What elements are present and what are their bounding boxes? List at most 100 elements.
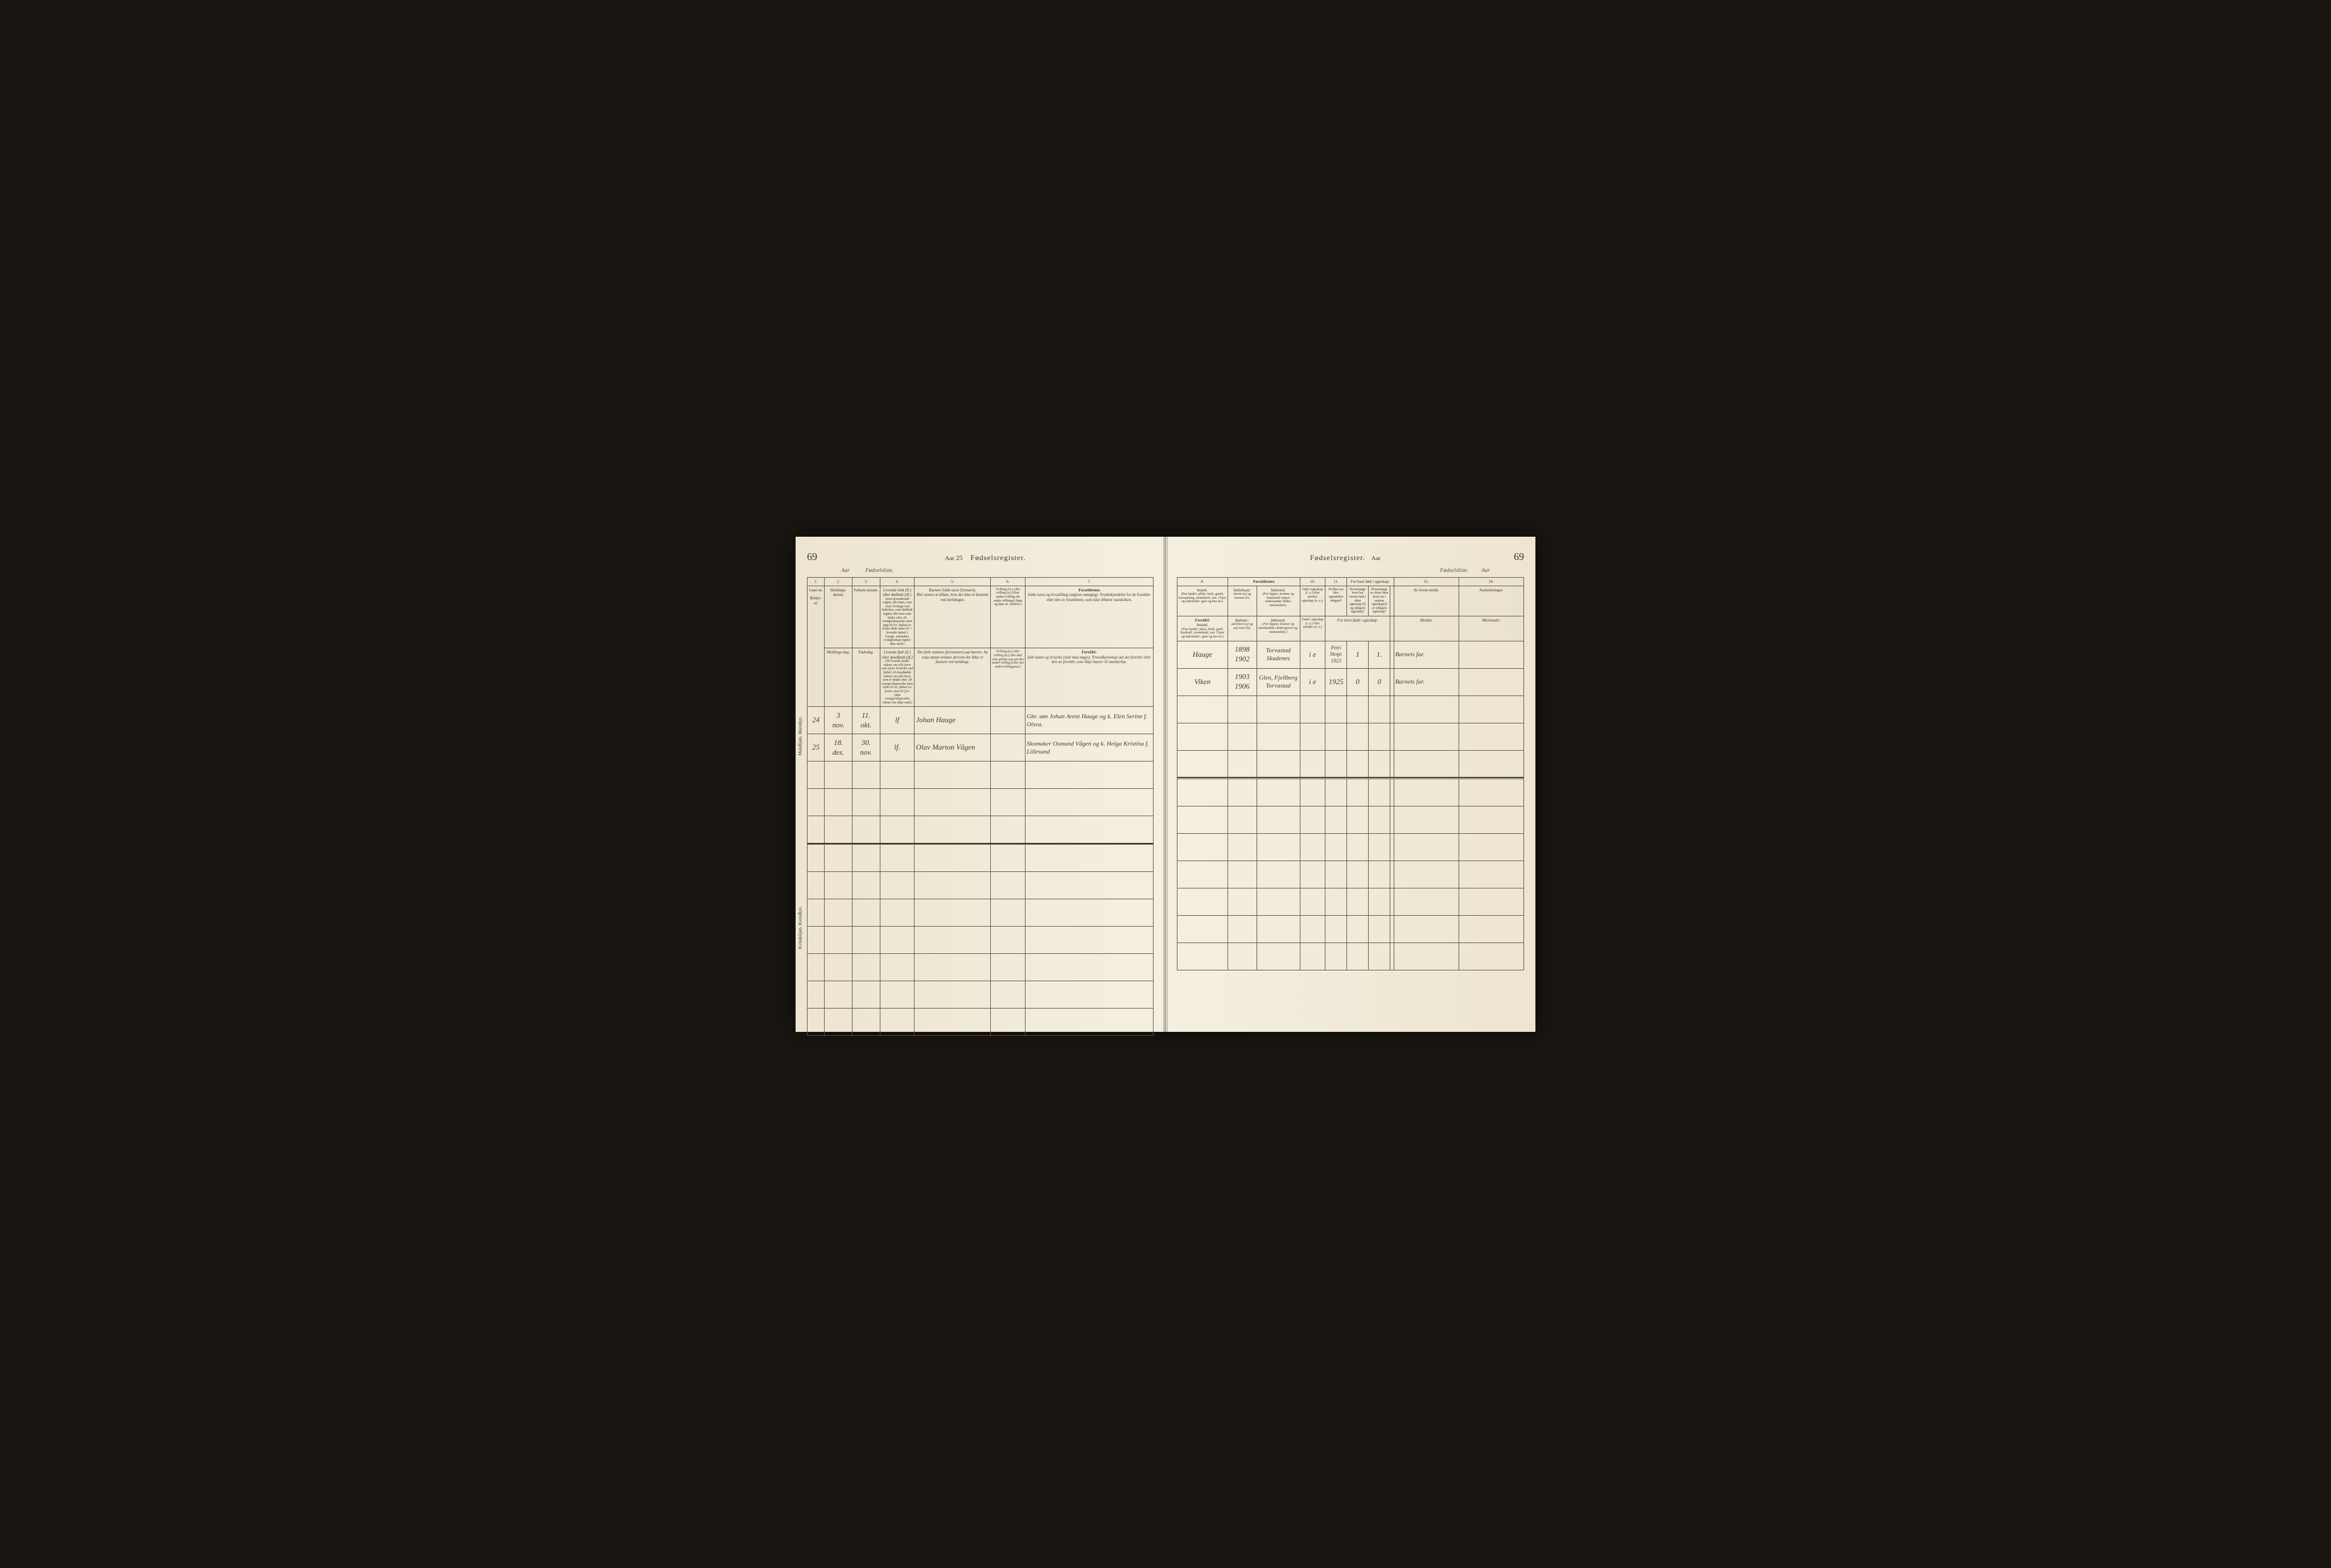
col-lf: Levende født (lf.) eller dødfødt (df.) (…: [880, 586, 915, 648]
col-header: Forældrenes: [1228, 577, 1300, 586]
col-header: 5.: [915, 577, 991, 586]
col-header: 4.: [880, 577, 915, 586]
cell-anmerk: [1459, 641, 1523, 668]
cell-ie: i e: [1300, 641, 1325, 668]
year-written: 25: [956, 554, 963, 562]
cell-bopael: Hauge: [1177, 641, 1228, 668]
col-header: 15.: [1394, 577, 1459, 586]
cell-fodested: Glen, FjellbergTorvastad: [1257, 668, 1300, 695]
col-tvilling: Tvilling (tv.) eller trilling (tr.) [Den…: [991, 586, 1026, 648]
col-header: 10.: [1300, 577, 1325, 586]
book-spine: [1163, 537, 1168, 1032]
right-page: Fødselsregister. Aar 69 Fødselsliste. Aa…: [1166, 537, 1535, 1032]
col-foraeldre: Forældrenes fulde navn og livsstilling (…: [1025, 586, 1153, 648]
right-subheader: Fødselsliste. Aar: [1177, 567, 1524, 574]
right-page-header: Fødselsregister. Aar 69: [1177, 551, 1524, 563]
empty-row: [808, 927, 1154, 954]
register-book: Mandkjøn. Mannkyn. Kvindekjøn. Kvendkyn.…: [796, 537, 1535, 1032]
col-fodsel: Fødsels-datum.: [852, 586, 880, 648]
register-title: Fødselsregister.: [970, 553, 1026, 562]
empty-row: [1177, 888, 1524, 915]
col-header: 1.: [808, 577, 825, 586]
register-table-left: 1. 2. 3. 4. 5. 6. 7. Løpe-nr. Rekkje-nr.…: [807, 577, 1154, 1036]
cell-tvilling: [991, 734, 1026, 762]
cell-bopael: Viken: [1177, 668, 1228, 695]
col-fodeaar: fødeaar: aat faren (a) og aat mori (b).: [1228, 616, 1257, 641]
cell-born2: 1.: [1369, 641, 1390, 668]
col-born2: Hvormange av disse barn lever nu i samme…: [1369, 586, 1390, 616]
cell-melding: 3nov.: [825, 707, 852, 734]
cell-fodsel: 30.nov.: [852, 734, 880, 762]
cell-fodested: TorvastadSkudenes: [1257, 641, 1300, 668]
empty-row: [808, 899, 1154, 927]
register-title: Fødselsregister.: [1310, 553, 1365, 562]
col-header: 16.: [1459, 577, 1523, 586]
cell-egteskap: 1925: [1325, 668, 1347, 695]
table-row: Viken 19031906 Glen, FjellbergTorvastad …: [1177, 668, 1524, 695]
col-merknader: Merknader.: [1459, 616, 1523, 641]
year-label: Aar: [1372, 555, 1381, 562]
col-melding-sub: Meldings-dag.: [825, 648, 852, 707]
cell-aar: 19031906: [1228, 668, 1257, 695]
cell-nr: 25: [808, 734, 825, 762]
gender-label-female: Kvindekjøn. Kvendkyn.: [798, 906, 803, 949]
empty-row: [1177, 915, 1524, 943]
empty-row: [1177, 833, 1524, 861]
empty-row: [1177, 861, 1524, 888]
year-label: Aar: [945, 555, 954, 562]
cell-nr: 24: [808, 707, 825, 734]
empty-row: [1177, 943, 1524, 970]
cell-fodsel: 11.okt.: [852, 707, 880, 734]
col-fodselsaar: fødselsaar: farens (a) og morens (b).: [1228, 586, 1257, 616]
col-fodested: fødested. (For lapper, kvæner og fremmed…: [1257, 586, 1300, 616]
table-row: Hauge 18981902 TorvastadSkudenes i e Pet…: [1177, 641, 1524, 668]
empty-row: [808, 762, 1154, 789]
cell-meldt: Barnets far.: [1394, 668, 1459, 695]
col-header: 7.: [1025, 577, 1153, 586]
cell-egteskap: Petri Skogr. 1923: [1325, 641, 1347, 668]
col-ie-sub: Fødd i egteskap (i. e.) eller utanfor (u…: [1300, 616, 1325, 641]
cell-born1: 0: [1347, 668, 1369, 695]
col-bustad: Foreldri: bustad. (Paa landet: plass, br…: [1177, 616, 1228, 641]
cell-lf: lf: [880, 707, 915, 734]
empty-row: [808, 954, 1154, 981]
cell-foraeldre: Skomaker Osmund Vågen og k. Helga Kristi…: [1025, 734, 1153, 762]
empty-row: [808, 872, 1154, 899]
empty-row: [808, 816, 1154, 843]
col-fulle-namnet: Det fulle namnet (fornamnet) aat barnet.…: [915, 648, 991, 707]
cell-anmerk: [1459, 668, 1523, 695]
cell-melding: 18.des.: [825, 734, 852, 762]
cell-born1: 1: [1347, 641, 1369, 668]
empty-row: [1177, 779, 1524, 806]
col-header: 6.: [991, 577, 1026, 586]
col-melding: Meldings-datum.: [825, 586, 852, 648]
col-bopael: bopæl. (Paa landet: plads, bruk, gaard, …: [1177, 586, 1228, 616]
left-page-header: 69 Aar 25 Fødselsregister.: [807, 551, 1154, 563]
col-header: 11.: [1325, 577, 1347, 586]
col-born1: Hvormange born har moren født i dette eg…: [1347, 586, 1369, 616]
empty-row: [808, 845, 1154, 872]
col-header: 2.: [825, 577, 852, 586]
empty-row: [808, 1009, 1154, 1036]
col-header: 8.: [1177, 577, 1228, 586]
left-page: Mandkjøn. Mannkyn. Kvindekjøn. Kvendkyn.…: [796, 537, 1166, 1032]
col-egteskap-aar: Hvilket aar blev egteskabet indgaat?: [1325, 586, 1347, 616]
cell-ie: i e: [1300, 668, 1325, 695]
gender-label-male: Mandkjøn. Mannkyn.: [798, 716, 803, 755]
col-meldar: Meldar.: [1394, 616, 1459, 641]
col-lopenr: Løpe-nr. Rekkje-nr.: [808, 586, 825, 706]
col-header: For barn født i egteskap:: [1347, 577, 1394, 586]
col-header: 3.: [852, 577, 880, 586]
cell-aar: 18981902: [1228, 641, 1257, 668]
cell-foraeldre: Gbr. søn Johan Arent Hauge og k. Elen Se…: [1025, 707, 1153, 734]
empty-row: [1177, 806, 1524, 833]
col-anmerk: Anmerkninger.: [1459, 586, 1523, 616]
page-number-left: 69: [807, 551, 817, 563]
col-foreldri: Foreldri: fullt namn og livsyrke (skal s…: [1025, 648, 1153, 707]
col-tvilling-sub: Tvilling (tv.) eller trilling (tr.) [dei…: [991, 648, 1026, 707]
table-row: 25 18.des. 30.nov. lf. Olav Marton Vågen…: [808, 734, 1154, 762]
col-fodestad: fødestad. (For lappar, kvænar og utenlan…: [1257, 616, 1300, 641]
empty-row: [808, 981, 1154, 1009]
cell-born2: 0: [1369, 668, 1390, 695]
cell-navn: Olav Marton Vågen: [915, 734, 991, 762]
